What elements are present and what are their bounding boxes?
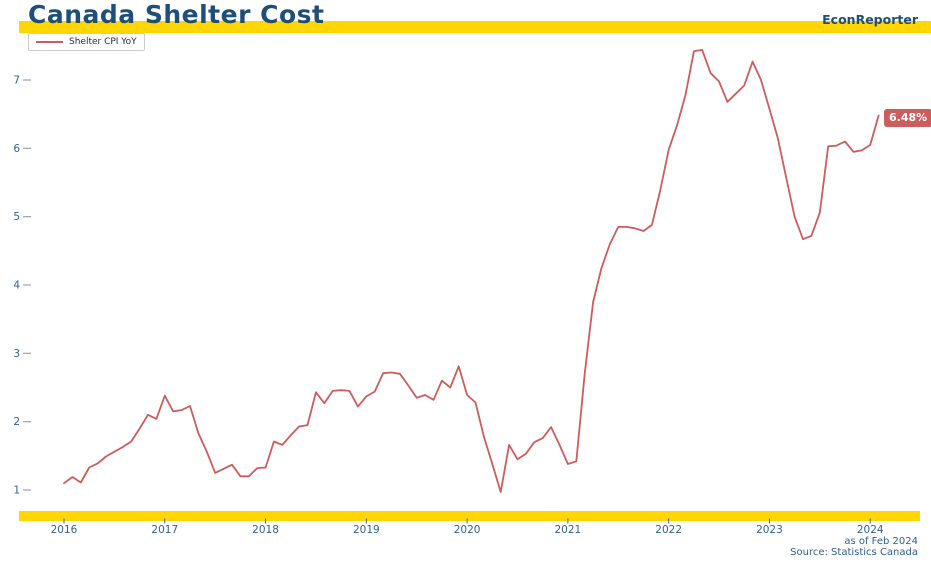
page-title: Canada Shelter Cost	[28, 0, 325, 29]
x-tick-label: 2019	[353, 524, 380, 536]
x-tick-label: 2018	[252, 524, 279, 536]
brand-logo-text: EconReporter	[822, 12, 918, 27]
accent-bar-bottom	[19, 511, 920, 521]
chart-legend: Shelter CPI YoY	[28, 33, 145, 51]
source-note: Source: Statistics Canada	[790, 547, 918, 558]
x-tick-label: 2020	[454, 524, 481, 536]
y-tick-label: 6	[13, 143, 20, 155]
accent-bar-top	[19, 21, 931, 33]
x-tick-label: 2024	[857, 524, 884, 536]
x-tick-label: 2021	[555, 524, 582, 536]
x-tick-label: 2017	[151, 524, 178, 536]
y-tick-label: 4	[13, 280, 20, 292]
y-tick-label: 7	[13, 75, 20, 87]
x-tick-label: 2022	[655, 524, 682, 536]
legend-label: Shelter CPI YoY	[69, 37, 137, 47]
latest-value-badge: 6.48%	[884, 109, 931, 127]
as-of-note: as of Feb 2024	[844, 536, 918, 547]
y-tick-label: 5	[13, 211, 20, 223]
y-tick-label: 1	[13, 485, 20, 497]
x-tick-label: 2016	[51, 524, 78, 536]
y-tick-label: 3	[13, 348, 20, 360]
legend-line-swatch	[36, 41, 63, 43]
x-tick-label: 2023	[756, 524, 783, 536]
y-tick-label: 2	[13, 416, 20, 428]
shelter-cpi-series-line	[63, 49, 880, 493]
